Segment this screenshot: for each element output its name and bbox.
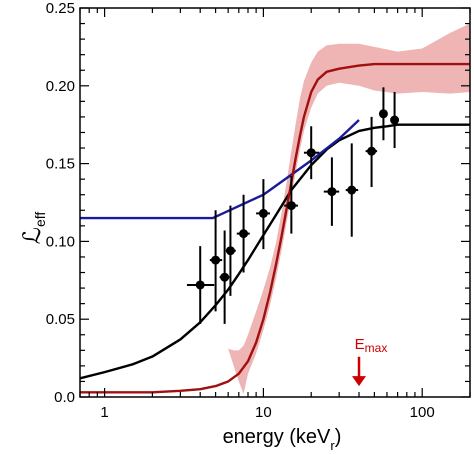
y-tick-label: 0.0 (54, 389, 75, 406)
data-marker (258, 208, 268, 218)
x-axis-label: energy (keVr) (223, 426, 342, 453)
data-point (209, 210, 223, 312)
emax-arrow-head (352, 376, 367, 387)
series-layer (79, 62, 470, 394)
model-uncertainty-band (228, 23, 470, 394)
x-axis-label-main: energy (keV (223, 426, 331, 448)
y-tick-label: 0.05 (46, 311, 75, 328)
y-tick-label: 0.20 (46, 78, 75, 95)
data-point (378, 87, 388, 141)
points-layer (186, 87, 400, 324)
x-axis-label-sub: r (330, 438, 335, 453)
data-marker (211, 255, 221, 265)
data-point (345, 143, 359, 237)
plot-frame (79, 7, 471, 398)
x-tick-label: 10 (255, 404, 272, 421)
data-marker (225, 246, 235, 256)
data-marker (195, 280, 205, 290)
fit-curve-black (79, 123, 470, 380)
y-axis-label-main: ℒ (19, 227, 46, 244)
y-tick-label: 0.10 (46, 233, 75, 250)
emax-annotation: Emax (352, 336, 388, 387)
x-tick-label: 100 (410, 404, 435, 421)
x-tick-label: 1 (100, 404, 108, 421)
y-tick-label: 0.25 (46, 0, 75, 17)
data-marker (327, 187, 337, 197)
data-marker (347, 185, 357, 195)
data-point (303, 126, 320, 180)
ticks-layer: 1 10 100 0.0 0.05 0.10 0.15 0.20 0.25 (46, 0, 471, 421)
emax-label-main: E (355, 336, 365, 353)
model-curve-red (80, 62, 470, 394)
svg-text:ℒeff: ℒeff (19, 212, 48, 245)
data-point (284, 176, 298, 234)
emax-label-sub: max (365, 341, 388, 355)
y-tick-label: 0.15 (46, 156, 75, 173)
emax-label: Emax (355, 336, 388, 355)
data-point (365, 116, 378, 187)
y-axis-label: ℒeff (19, 212, 48, 245)
data-point (256, 179, 270, 250)
data-point (225, 205, 236, 296)
data-point (186, 246, 215, 324)
data-point (390, 92, 400, 149)
data-marker (390, 115, 400, 125)
data-point (323, 157, 340, 226)
data-marker (378, 109, 388, 119)
data-marker (306, 148, 316, 158)
data-marker (239, 229, 249, 239)
data-point (219, 230, 230, 324)
error-band-layer (228, 23, 470, 394)
model-line-blue (80, 119, 360, 220)
data-point (236, 194, 250, 273)
data-marker (220, 272, 230, 282)
data-marker (286, 201, 296, 211)
x-axis-label-close: ) (335, 426, 342, 448)
y-axis-label-sub: eff (32, 212, 48, 227)
data-marker (367, 146, 377, 156)
